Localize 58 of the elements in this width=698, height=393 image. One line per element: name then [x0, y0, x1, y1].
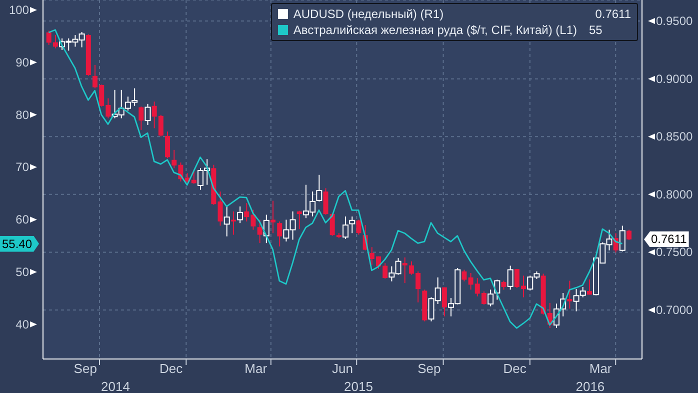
candlestick: [462, 269, 467, 282]
y2-tick-label: 0.9500: [656, 14, 694, 28]
x-tick-label: Sep: [418, 361, 441, 376]
candlestick: [356, 219, 362, 236]
candlestick: [619, 225, 626, 252]
y2-tick-label: 0.8500: [656, 130, 694, 144]
candlestick: [52, 34, 58, 49]
candlestick: [586, 278, 592, 296]
candlestick: [323, 188, 328, 216]
candlestick: [263, 214, 270, 244]
x2-tick-label: 2014: [101, 379, 130, 393]
x-tick-label: Mar: [589, 361, 612, 376]
annotation: 55: [589, 23, 604, 37]
candlestick: [316, 174, 322, 202]
candlestick: [349, 216, 356, 234]
x-tick-label: Jun: [332, 361, 353, 376]
x-tick-label: Dec: [503, 361, 527, 376]
text: 0.7611: [644, 231, 689, 248]
y-tick-label: 80: [16, 108, 30, 122]
y-tick-label: 40: [16, 317, 30, 332]
candlestick: [237, 206, 244, 224]
legend-label: AUDUSD (недельный) (R1): [293, 7, 445, 21]
candlestick: [218, 191, 223, 226]
candlestick: [296, 210, 302, 230]
y-tick-label: 60: [16, 212, 30, 227]
y-tick-label: 90: [16, 55, 30, 70]
candlestick: [144, 103, 151, 126]
candlestick: [270, 200, 276, 234]
candlestick: [488, 289, 494, 307]
legend-label: Австралийская железная руда ($/т, CIF, Китай) (L1): [293, 23, 577, 37]
candlestick: [442, 286, 447, 317]
text: 55.40: [0, 236, 40, 252]
y2-tick-label: 0.7000: [656, 302, 694, 317]
x-tick-label: Dec: [160, 361, 184, 376]
candlestick: [626, 229, 632, 241]
y2-tick-label: 0.7500: [656, 245, 694, 260]
candlestick: [330, 212, 335, 236]
candlestick: [165, 131, 170, 159]
candlestick: [402, 256, 408, 284]
y-tick-label: 70: [16, 160, 30, 174]
candlestick: [257, 219, 262, 244]
candlestick: [230, 210, 236, 236]
candlestick: [138, 106, 144, 130]
annotation: 0.7611: [594, 7, 631, 21]
candlestick: [507, 265, 514, 290]
candlestick: [567, 280, 572, 310]
y2-tick-label: 0.9000: [656, 72, 694, 86]
x2-tick-label: 2016: [576, 379, 605, 393]
y-tick-label: 100: [8, 2, 30, 17]
x2-tick-label: 2015: [344, 379, 373, 393]
candlestick: [46, 30, 52, 46]
y2-tick-label: 0.8000: [656, 187, 694, 202]
candlestick: [224, 206, 230, 237]
candlestick: [277, 220, 282, 247]
y-tick-label: 50: [16, 265, 30, 279]
x-tick-label: Sep: [74, 361, 97, 376]
candlestick: [342, 216, 349, 240]
x-tick-label: Mar: [244, 361, 268, 376]
